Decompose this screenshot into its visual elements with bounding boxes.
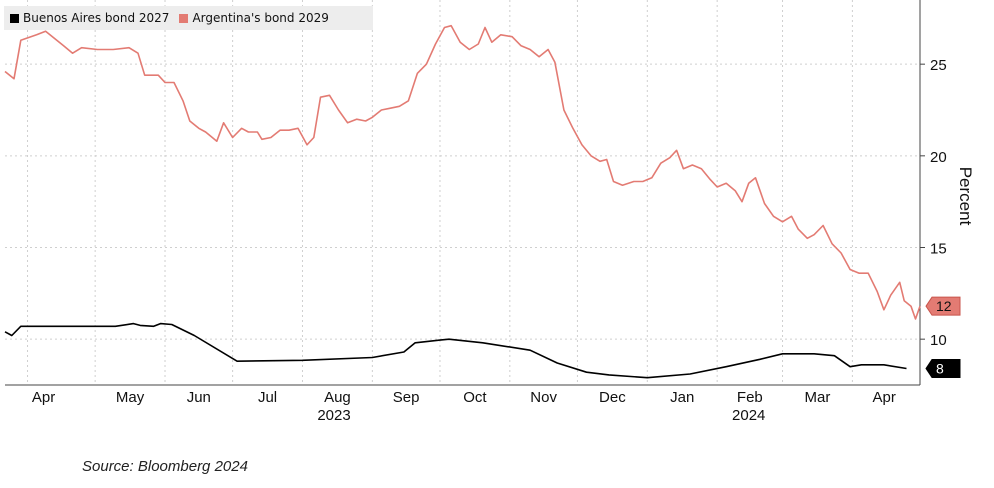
x-tick-label: Feb [737, 389, 763, 406]
legend-label-argentina: Argentina's bond 2029 [192, 11, 329, 25]
y-tick-label: 20 [930, 149, 947, 166]
chart-legend: Buenos Aires bond 2027 Argentina's bond … [4, 6, 373, 30]
end-label-argentina: 12 [936, 298, 952, 314]
x-tick-label: Oct [463, 389, 487, 406]
x-year-label: 2023 [317, 407, 350, 424]
legend-swatch-black [10, 13, 19, 23]
legend-swatch-red [179, 13, 189, 23]
end-tag-buenos-aires [925, 359, 961, 378]
x-tick-label: May [116, 389, 145, 406]
x-tick-label: Sep [393, 389, 420, 406]
x-tick-label: Jul [258, 389, 277, 406]
grid-layer [5, 0, 920, 385]
x-tick-label: Nov [530, 389, 557, 406]
y-axis-title: Percent [956, 167, 975, 226]
axis-layer: 10 15 20 25 Apr May Jun Jul Aug Sep Oct Nov Dec Jan Fe… [5, 0, 975, 424]
end-label-buenos-aires: 8 [936, 361, 944, 377]
x-tick-label: Jun [187, 389, 211, 406]
legend-item-argentina: Argentina's bond 2029 [179, 11, 329, 25]
legend-label-buenos-aires: Buenos Aires bond 2027 [23, 11, 170, 25]
y-tick-label: 15 [930, 241, 947, 258]
y-tick-label: 25 [930, 57, 947, 74]
series-line-buenos-aires [4, 322, 907, 379]
series-layer [4, 24, 921, 379]
x-tick-label: Jan [670, 389, 694, 406]
y-tick-label: 10 [930, 332, 947, 349]
x-tick-label: Apr [873, 389, 896, 406]
series-line-argentina [4, 24, 921, 320]
x-tick-label: Dec [599, 389, 626, 406]
x-tick-label: Aug [324, 389, 351, 406]
legend-item-buenos-aires: Buenos Aires bond 2027 [10, 11, 169, 25]
x-tick-label: Apr [32, 389, 55, 406]
end-tag-argentina [925, 296, 961, 316]
label-layer: 8 12 [925, 296, 961, 378]
source-note: Source: Bloomberg 2024 [82, 458, 248, 475]
x-tick-label: Mar [805, 389, 831, 406]
x-year-label: 2024 [732, 407, 765, 424]
